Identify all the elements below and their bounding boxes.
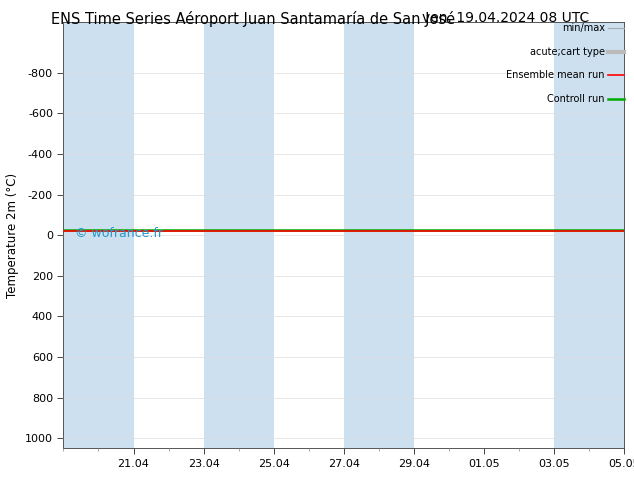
Bar	[554, 22, 624, 448]
Text: min/max: min/max	[562, 24, 605, 33]
Bar	[204, 22, 274, 448]
Text: ven. 19.04.2024 08 UTC: ven. 19.04.2024 08 UTC	[422, 11, 590, 25]
Text: acute;cart type: acute;cart type	[530, 47, 605, 57]
Text: Controll run: Controll run	[547, 94, 605, 104]
Y-axis label: Temperature 2m (°C): Temperature 2m (°C)	[6, 172, 20, 298]
Text: Ensemble mean run: Ensemble mean run	[507, 71, 605, 80]
Bar	[63, 22, 134, 448]
Text: © wofrance.fr: © wofrance.fr	[75, 226, 163, 240]
Text: ENS Time Series Aéroport Juan Santamaría de San José: ENS Time Series Aéroport Juan Santamaría…	[51, 11, 455, 27]
Bar	[344, 22, 414, 448]
